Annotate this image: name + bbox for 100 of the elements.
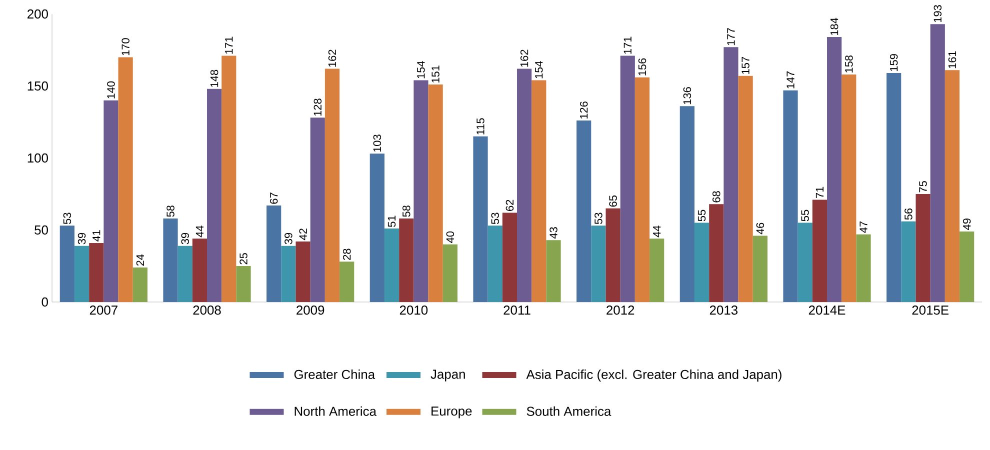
data-label: 46 [756, 222, 764, 234]
bar [132, 267, 148, 302]
bar [634, 77, 650, 302]
data-label: 40 [446, 231, 454, 243]
bar [532, 80, 546, 302]
bar [502, 212, 518, 302]
data-label: 39 [181, 232, 189, 244]
data-label: 103 [373, 134, 382, 152]
y-tick-label: 50 [34, 225, 48, 235]
y-tick-label: 0 [42, 297, 48, 307]
data-label: 126 [580, 102, 588, 119]
data-label: 67 [270, 192, 278, 204]
data-label: 49 [962, 218, 971, 230]
bar [591, 226, 606, 302]
bar [281, 246, 296, 302]
legend-label: South America [526, 406, 612, 416]
data-label: 51 [388, 216, 396, 227]
bar [384, 228, 400, 302]
bar [798, 222, 812, 302]
bar [650, 238, 664, 302]
data-label: 154 [417, 61, 425, 78]
bar [118, 57, 133, 302]
bar [60, 226, 74, 302]
legend-label: Asia Pacific (excl. Greater China and Japan) [526, 370, 782, 382]
data-label: 47 [860, 221, 868, 233]
bar [266, 206, 282, 302]
bar [827, 37, 842, 302]
bar [960, 231, 974, 302]
data-label: 65 [609, 195, 617, 207]
bar [310, 118, 325, 302]
bar [856, 234, 871, 302]
bar [192, 238, 207, 302]
data-label: 170 [122, 38, 130, 56]
bar [517, 68, 532, 302]
data-label: 162 [328, 50, 336, 67]
bar [680, 106, 694, 302]
data-label: 159 [890, 54, 898, 72]
x-tick-label: 2008 [193, 306, 221, 315]
bar [901, 221, 916, 302]
bar [738, 76, 753, 302]
bar [222, 56, 236, 302]
bar [488, 226, 502, 302]
bar [694, 222, 710, 302]
x-tick-label: 2009 [296, 306, 324, 315]
data-label: 25 [240, 253, 248, 264]
data-label: 161 [948, 51, 956, 68]
data-label: 171 [624, 36, 632, 54]
bar [842, 74, 856, 302]
data-label: 71 [816, 186, 824, 198]
bar [944, 70, 960, 302]
y-tick-label: 200 [28, 9, 48, 19]
data-label: 147 [786, 71, 794, 88]
data-label: 56 [904, 208, 912, 220]
data-label: 156 [638, 58, 646, 76]
bar [340, 262, 354, 302]
bar [442, 244, 458, 302]
bar [752, 236, 768, 302]
data-label: 136 [683, 87, 692, 104]
bar [428, 84, 443, 302]
data-label: 162 [520, 50, 528, 67]
data-label: 58 [166, 206, 174, 217]
data-label: 128 [314, 98, 322, 116]
data-label: 140 [107, 81, 115, 98]
bar [473, 136, 488, 302]
bar [74, 246, 90, 302]
bar [89, 242, 104, 302]
data-label: 115 [476, 118, 484, 134]
data-label: 55 [698, 210, 706, 222]
x-tick-label: 2011 [504, 306, 530, 315]
data-label: 171 [225, 36, 233, 54]
data-label: 24 [136, 254, 144, 266]
bar [930, 24, 945, 302]
bar [399, 218, 414, 302]
data-label: 53 [594, 212, 602, 224]
bar [886, 73, 902, 302]
data-label: 39 [78, 232, 86, 244]
data-label: 68 [712, 191, 720, 202]
data-label: 42 [299, 228, 307, 240]
data-label: 157 [742, 56, 750, 74]
bar [207, 88, 222, 302]
x-tick-label: 2013 [710, 306, 738, 315]
data-label: 158 [845, 55, 853, 72]
bar [812, 200, 828, 302]
bar [236, 266, 251, 302]
data-label: 41 [92, 230, 100, 242]
bar [709, 204, 724, 302]
bar [414, 80, 428, 302]
bar [296, 242, 310, 302]
data-label: 39 [284, 232, 292, 244]
legend-label: Japan [430, 370, 465, 382]
bar [783, 90, 798, 302]
data-label: 62 [506, 200, 514, 211]
bar [606, 208, 620, 302]
data-label: 55 [801, 210, 809, 222]
data-label: 151 [432, 66, 440, 83]
bar [104, 100, 118, 302]
legend-label: Europe [432, 406, 472, 418]
data-label: 184 [830, 18, 838, 36]
data-label: 148 [210, 70, 218, 87]
x-tick-label: 2012 [606, 306, 634, 315]
